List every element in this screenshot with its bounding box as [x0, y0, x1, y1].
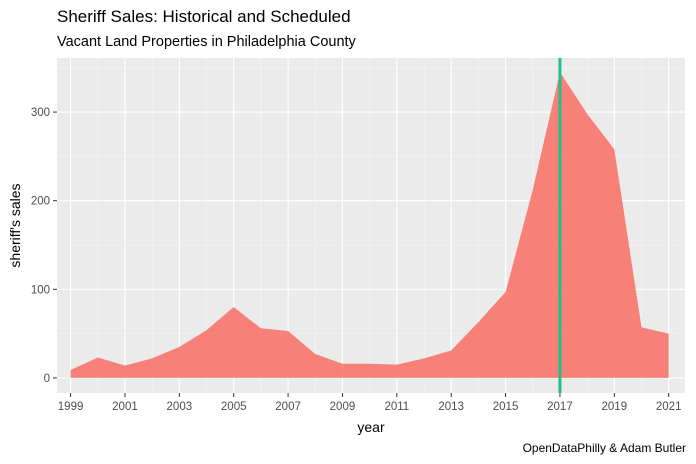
x-tick-label: 2001 — [112, 401, 138, 413]
sheriff-sales-area — [70, 72, 669, 378]
y-tick-label: 300 — [31, 107, 50, 119]
x-tick-label: 2017 — [547, 401, 573, 413]
y-tick-label: 100 — [31, 284, 50, 296]
x-tick-label: 2009 — [330, 401, 356, 413]
x-axis: 1999 2001 2003 2005 2007 2009 2011 2013 2015 2017… — [58, 393, 682, 413]
x-tick-label: 2019 — [602, 401, 628, 413]
x-tick-label: 2015 — [493, 401, 519, 413]
y-axis: 0 100 200 300 — [31, 107, 57, 385]
y-tick-label: 0 — [44, 373, 50, 385]
y-tick-label: 200 — [31, 196, 50, 208]
minor-gridlines — [57, 58, 685, 393]
x-axis-title: year — [357, 419, 385, 435]
x-tick-label: 2013 — [438, 401, 464, 413]
x-tick-label: 2003 — [167, 401, 193, 413]
x-tick-label: 2011 — [384, 401, 409, 413]
chart-subtitle: Vacant Land Properties in Philadelphia C… — [57, 34, 356, 50]
x-tick-label: 2005 — [221, 401, 247, 413]
x-tick-label: 2021 — [656, 401, 682, 413]
x-tick-label: 1999 — [58, 401, 84, 413]
x-tick-label: 2007 — [275, 401, 301, 413]
y-axis-title: sheriff's sales — [7, 183, 23, 267]
chart-caption: OpenDataPhilly & Adam Butler — [522, 441, 686, 455]
chart-title: Sheriff Sales: Historical and Scheduled — [57, 7, 351, 26]
